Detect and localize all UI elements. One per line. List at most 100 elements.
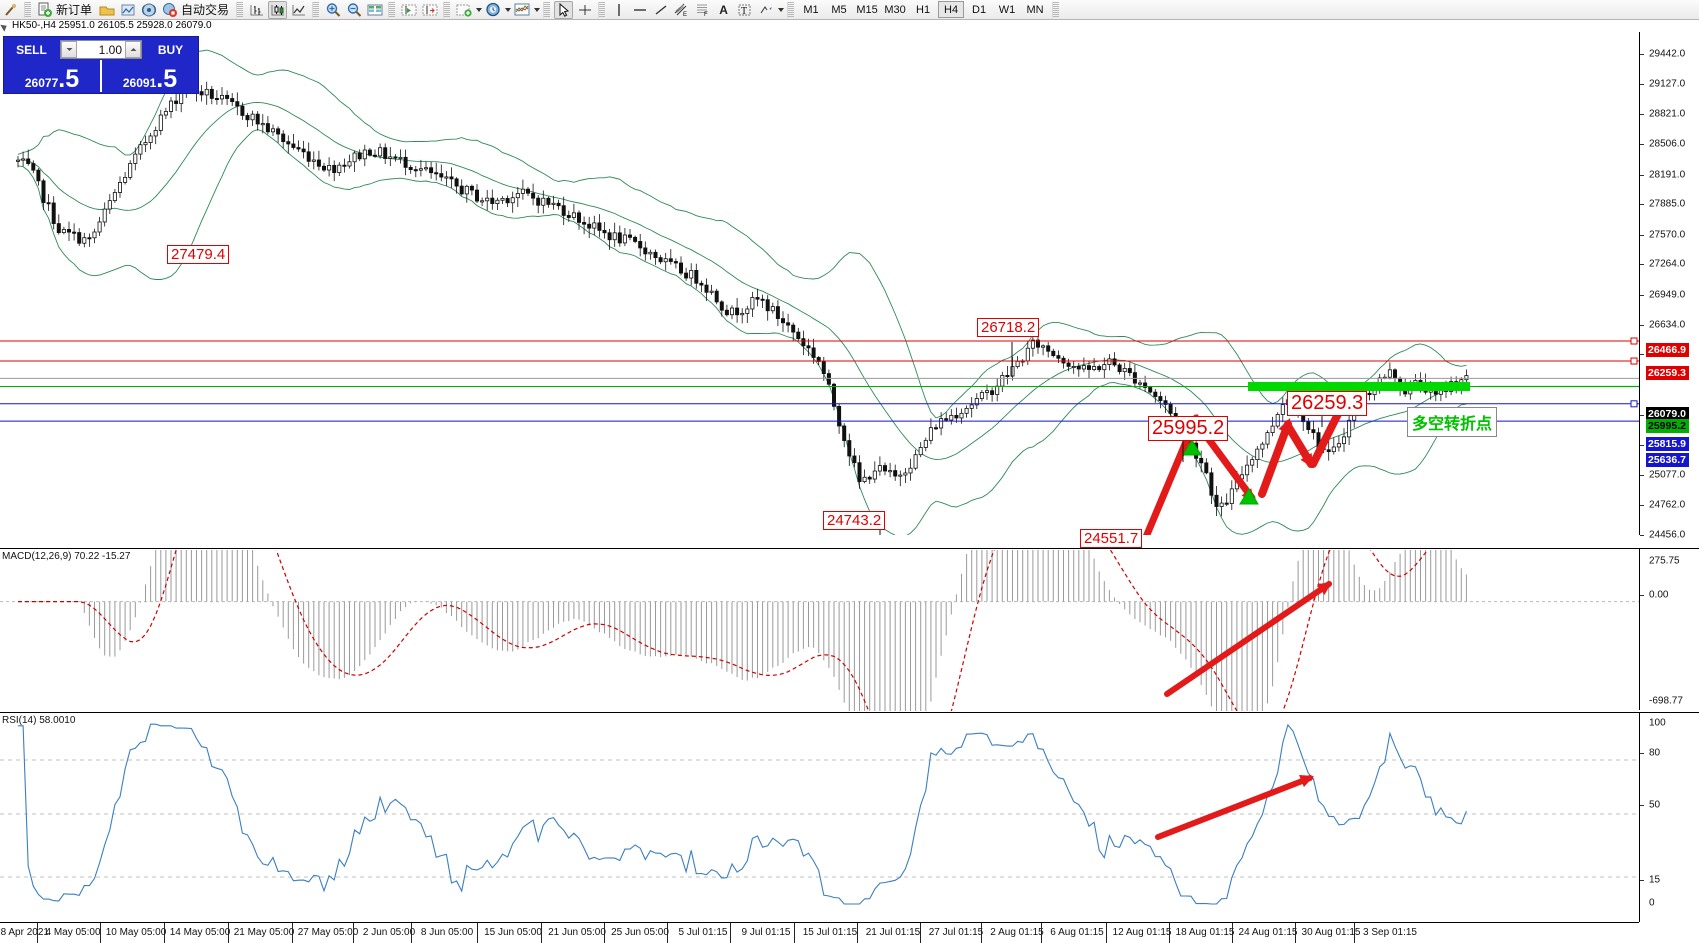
chevron-down-icon[interactable] [476, 7, 483, 12]
time-label: 21 Jun 05:00 [548, 927, 606, 938]
price-label-25636-7[interactable]: 25636.7 [1646, 453, 1689, 467]
symbol-info-text: HK50-,H4 25951.0 26105.5 25928.0 26079.0 [12, 20, 212, 31]
price-tick-26634-0: 26634.0 [1649, 319, 1686, 331]
chart-annotation-25995-2[interactable]: 25995.2 [1148, 416, 1229, 441]
candlestick-chart-icon[interactable] [268, 0, 288, 19]
price-label-25995-2[interactable]: 25995.2 [1646, 419, 1689, 433]
time-separator [353, 923, 354, 943]
chart-window[interactable]: HK50-,H4 25951.0 26105.5 25928.0 26079.0… [0, 20, 1699, 943]
vertical-line-icon[interactable] [609, 1, 628, 19]
indicators-icon[interactable] [454, 1, 473, 19]
chart-annotation-24743-2[interactable]: 24743.2 [823, 511, 886, 530]
zoom-out-icon[interactable] [344, 1, 363, 19]
label-icon[interactable]: T [735, 1, 754, 19]
auto-trading-label[interactable]: 自动交易 [181, 3, 230, 17]
timeframe-m5[interactable]: M5 [831, 3, 847, 16]
rsi-label: RSI(14) 58.0010 [2, 715, 76, 726]
macd-plot[interactable] [0, 550, 1639, 711]
grid-icon[interactable] [365, 1, 384, 19]
shift-end-icon[interactable] [420, 1, 439, 19]
horizontal-line-icon[interactable] [630, 1, 649, 19]
rsi-tick-15: 15 [1649, 874, 1661, 886]
rsi-plot[interactable] [0, 714, 1639, 923]
text-icon[interactable]: A [719, 2, 728, 17]
chevron-down-icon[interactable] [778, 7, 785, 12]
pointer-icon[interactable] [554, 0, 574, 19]
new-order-icon[interactable] [35, 1, 54, 19]
buy-button[interactable]: BUY [157, 42, 184, 57]
chart-annotation-26259-3[interactable]: 26259.3 [1287, 391, 1368, 416]
volume-stepper[interactable]: 1.00 [60, 40, 142, 59]
price-label-26466-9[interactable]: 26466.9 [1646, 343, 1689, 357]
main-toolbar: 新订单 自动交易 [0, 0, 1699, 20]
timeframe-w1[interactable]: W1 [998, 3, 1016, 16]
annotation-textbox[interactable]: 多空转折点 [1407, 407, 1498, 437]
signals-icon[interactable] [139, 1, 158, 19]
price-plot[interactable] [0, 32, 1639, 535]
timeframe-d1[interactable]: D1 [972, 3, 987, 16]
price-label-25815-9[interactable]: 25815.9 [1646, 437, 1689, 451]
price-axis[interactable]: 29442.0 29127.0 28821.0 28506.0 28191.0 27885… [1639, 32, 1699, 541]
new-order-label[interactable]: 新订单 [56, 3, 93, 17]
sell-price[interactable]: 26077.5 [4, 60, 100, 92]
timeframe-m30[interactable]: M30 [884, 3, 906, 16]
period-icon[interactable] [483, 1, 502, 19]
trendline-icon[interactable] [651, 1, 670, 19]
chart-annotation-26718-2[interactable]: 26718.2 [977, 318, 1040, 337]
volume-decrease-button[interactable] [61, 41, 77, 58]
chevron-down-icon[interactable] [534, 7, 541, 12]
time-label: 2 Aug 01:15 [990, 927, 1044, 938]
volume-value[interactable]: 1.00 [98, 42, 122, 57]
volume-increase-button[interactable] [125, 41, 141, 58]
time-separator [1106, 923, 1107, 943]
rsi-axis[interactable]: 100 80 50 15 0 [1639, 713, 1699, 922]
price-panel[interactable]: 29442.0 29127.0 28821.0 28506.0 28191.0 27885… [0, 32, 1699, 541]
time-label: 28 Apr 2021 [0, 927, 49, 938]
time-axis[interactable]: 28 Apr 2021 4 May 05:00 10 May 05:00 14 May… [0, 922, 1639, 943]
equidistant-channel-icon[interactable]: E [672, 1, 691, 19]
chart-annotation-27479-4[interactable]: 27479.4 [167, 245, 230, 264]
macd-axis[interactable]: 275.75 0.00 -698.77 [1639, 549, 1699, 710]
time-label: 21 Jul 01:15 [865, 927, 921, 938]
timeframe-h1[interactable]: H1 [916, 3, 931, 16]
shapes-icon[interactable] [756, 1, 775, 19]
timeframe-m1[interactable]: M1 [803, 3, 819, 16]
templates-icon[interactable] [512, 1, 531, 19]
autotrading-icon[interactable] [160, 1, 179, 19]
time-separator [477, 923, 478, 943]
toolbar-separator [24, 1, 31, 18]
svg-text:E: E [683, 12, 687, 17]
timeframe-h4[interactable]: H4 [938, 1, 965, 18]
sell-button[interactable]: SELL [16, 42, 47, 57]
bar-chart-icon[interactable] [247, 1, 266, 19]
price-tick-27264-0: 27264.0 [1649, 258, 1686, 270]
fibonacci-icon[interactable]: F [693, 1, 712, 19]
time-label: 27 Jul 01:15 [928, 927, 984, 938]
zoom-in-icon[interactable] [323, 1, 342, 19]
svg-text:F: F [704, 12, 708, 17]
price-label-26079-0[interactable]: 26079.0 [1646, 407, 1689, 421]
time-label: 3 Sep 01:15 [1363, 927, 1417, 938]
shift-start-icon[interactable] [399, 1, 418, 19]
timeframe-mn[interactable]: MN [1026, 3, 1044, 16]
data-window-icon[interactable] [118, 1, 137, 19]
folder-icon[interactable] [97, 1, 116, 19]
chart-annotation-24551-7[interactable]: 24551.7 [1080, 529, 1143, 548]
crosshair-icon[interactable] [575, 1, 594, 19]
time-label: 18 Aug 01:15 [1175, 927, 1235, 938]
rsi-panel[interactable]: RSI(14) 58.0010 100 80 50 15 0 [0, 712, 1699, 922]
price-label-26259-3[interactable]: 26259.3 [1646, 366, 1689, 380]
buy-price[interactable]: 26091.5 [102, 60, 198, 92]
timeframe-m15[interactable]: M15 [856, 3, 878, 16]
time-label: 4 May 05:00 [45, 927, 101, 938]
time-separator [730, 923, 731, 943]
chevron-down-icon[interactable] [505, 7, 512, 12]
cursor-crosshair-icon[interactable] [1, 1, 20, 19]
one-click-trading-panel[interactable]: SELL 1.00 BUY 26077.5 26091.5 [3, 36, 199, 94]
time-label: 6 Aug 01:15 [1050, 927, 1104, 938]
line-chart-icon[interactable] [289, 1, 308, 19]
price-tick-27570-0: 27570.0 [1649, 229, 1686, 241]
time-separator [228, 923, 229, 943]
macd-panel[interactable]: MACD(12,26,9) 70.22 -15.27 275.75 0.00 -… [0, 548, 1699, 711]
buy-price-decimal: .5 [156, 65, 178, 93]
